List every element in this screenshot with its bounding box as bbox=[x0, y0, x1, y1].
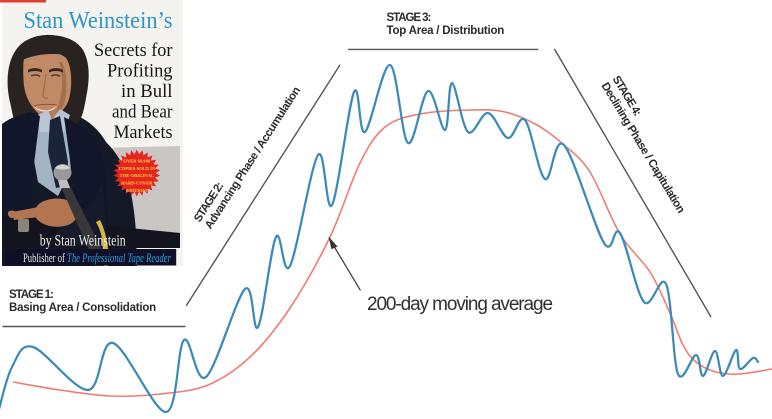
svg-text:Markets: Markets bbox=[114, 122, 173, 143]
svg-text:by Stan Weinstein: by Stan Weinstein bbox=[40, 233, 126, 250]
svg-text:THE ORIGINAL: THE ORIGINAL bbox=[120, 173, 154, 178]
svg-text:COPIES SOLD IN: COPIES SOLD IN bbox=[118, 166, 155, 171]
svg-text:Secrets for: Secrets for bbox=[94, 40, 173, 61]
svg-text:Profiting: Profiting bbox=[107, 61, 173, 82]
svg-text:Publisher of The Professional: Publisher of The Professional Tape Reade… bbox=[23, 251, 171, 265]
svg-text:HARD-COVER: HARD-COVER bbox=[121, 181, 153, 186]
svg-text:in Bull: in Bull bbox=[121, 81, 173, 102]
svg-text:and Bear: and Bear bbox=[112, 102, 173, 123]
svg-text:EDITION!: EDITION! bbox=[126, 188, 148, 193]
svg-text:Stan Weinstein’s: Stan Weinstein’s bbox=[24, 7, 173, 34]
svg-text:OVER 60,000: OVER 60,000 bbox=[123, 158, 151, 163]
